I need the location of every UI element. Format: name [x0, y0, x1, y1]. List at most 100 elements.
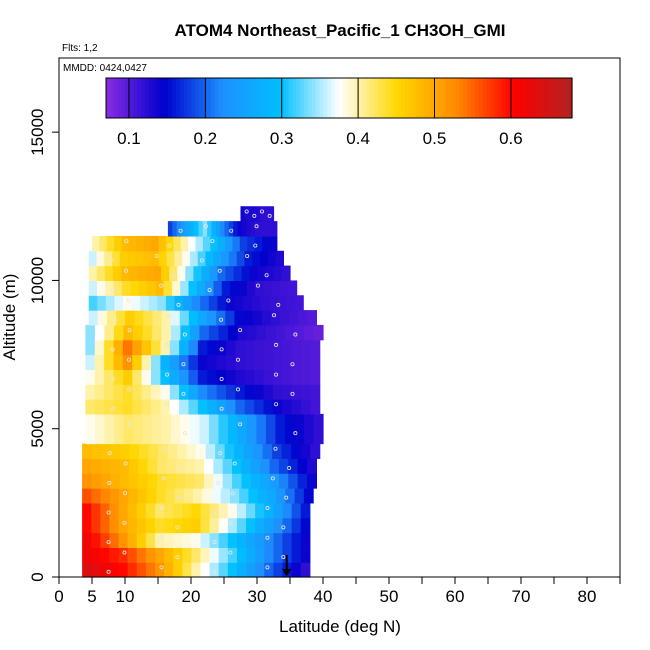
- heatmap-cell: [182, 532, 192, 548]
- colorbar-segment: [529, 78, 534, 118]
- heatmap-cell: [202, 235, 211, 252]
- heatmap-cell: [246, 562, 256, 578]
- sample-point: [238, 328, 243, 333]
- heatmap-cell: [188, 354, 199, 370]
- sample-point: [255, 283, 260, 288]
- heatmap-cell: [300, 354, 311, 370]
- heatmap-cell: [221, 250, 230, 267]
- colorbar-segment: [498, 78, 503, 118]
- sample-point: [176, 302, 181, 307]
- heatmap-cell: [233, 265, 243, 282]
- colorbar-segment: [381, 78, 387, 118]
- flights-note: Flts: 1,2: [62, 43, 98, 54]
- heatmap-cell: [104, 339, 115, 356]
- heatmap-cell: [175, 458, 186, 474]
- heatmap-cell: [255, 547, 265, 563]
- heatmap-cell: [113, 280, 123, 296]
- heatmap-cell: [94, 369, 105, 385]
- heatmap-cell: [260, 250, 269, 267]
- heatmap-cell: [176, 221, 182, 237]
- sample-point: [254, 224, 259, 229]
- colorbar-frame: [105, 77, 573, 119]
- heatmap-cell: [113, 354, 124, 370]
- heatmap-cell: [236, 547, 247, 563]
- heatmap-cell: [244, 206, 247, 222]
- heatmap-cell: [186, 443, 197, 459]
- heatmap-cell: [255, 280, 264, 296]
- heatmap-cell: [307, 473, 317, 489]
- heatmap-cell: [91, 473, 102, 489]
- heatmap-cell: [104, 250, 113, 267]
- colorbar-segment: [509, 78, 515, 118]
- heatmap-cell: [288, 458, 299, 474]
- heatmap-cell: [270, 310, 281, 326]
- heatmap-cell: [244, 399, 255, 415]
- heatmap-cell: [249, 206, 252, 222]
- colorbar-segment: [412, 78, 418, 118]
- heatmap-cell: [122, 369, 133, 385]
- heatmap-cell: [269, 235, 278, 252]
- heatmap-cell: [249, 265, 259, 282]
- sample-point: [107, 480, 112, 485]
- heatmap-cell: [213, 458, 224, 474]
- heatmap-cell: [236, 502, 247, 519]
- sample-point: [219, 347, 224, 352]
- colorbar-segment: [172, 78, 177, 118]
- colorbar-segment: [164, 78, 169, 118]
- heatmap-cell: [151, 399, 161, 415]
- heatmap-cell: [191, 562, 202, 578]
- heatmap-cell: [105, 280, 115, 296]
- heatmap-cell: [157, 458, 168, 474]
- colorbar-segment: [428, 78, 433, 118]
- heatmap-cell: [243, 443, 254, 459]
- heatmap-cell: [138, 473, 149, 489]
- heatmap-cell: [82, 532, 92, 548]
- heatmap-cell: [259, 221, 265, 237]
- heatmap-cell: [239, 488, 250, 504]
- heatmap-cell: [300, 369, 311, 385]
- heatmap-cell: [94, 354, 105, 370]
- heatmap-cell: [272, 399, 283, 415]
- heatmap-cell: [136, 235, 145, 252]
- heatmap-cell: [199, 413, 210, 445]
- heatmap-cell: [85, 384, 96, 400]
- heatmap-cell: [128, 235, 137, 252]
- heatmap-cell: [236, 250, 246, 267]
- colorbar-tick-label: 0.3: [270, 129, 294, 148]
- heatmap-cell: [300, 443, 311, 459]
- heatmap-cell: [294, 295, 304, 311]
- heatmap-cell: [135, 250, 144, 267]
- heatmap-cell: [211, 221, 217, 237]
- colorbar-segment: [443, 78, 449, 118]
- heatmap-cell: [260, 458, 271, 474]
- heatmap-cell: [272, 354, 283, 370]
- colorbar-segment: [463, 78, 468, 118]
- heatmap-cell: [275, 324, 286, 341]
- heatmap-cell: [166, 473, 177, 489]
- sample-point: [107, 451, 112, 456]
- heatmap-cell: [97, 280, 106, 296]
- heatmap-cell: [94, 413, 106, 445]
- heatmap-cell: [120, 265, 130, 282]
- heatmap-cell: [109, 562, 120, 578]
- heatmap-cell: [273, 517, 284, 534]
- heatmap-cell: [282, 384, 293, 400]
- sample-point: [165, 342, 170, 347]
- heatmap-cell: [104, 413, 115, 445]
- heatmap-cell: [100, 532, 111, 548]
- heatmap-cell: [300, 502, 311, 519]
- heatmap-cell: [148, 295, 158, 311]
- sample-point: [110, 288, 115, 293]
- colorbar-segment: [568, 78, 573, 118]
- heatmap-cell: [273, 547, 284, 563]
- colorbar-segment: [269, 78, 274, 118]
- heatmap-cell: [235, 399, 246, 415]
- sample-point: [226, 298, 231, 303]
- heatmap-cell: [260, 206, 263, 222]
- heatmap-cell: [300, 547, 311, 563]
- heatmap-cell: [100, 547, 111, 563]
- sample-point: [272, 313, 277, 318]
- sample-point: [181, 391, 186, 396]
- heatmap-cell: [211, 488, 222, 504]
